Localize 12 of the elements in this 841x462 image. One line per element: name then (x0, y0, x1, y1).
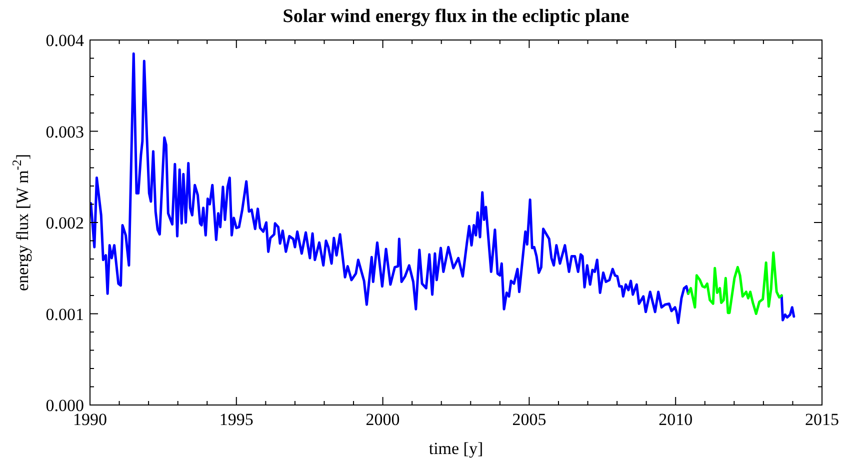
y-tick-label: 0.002 (46, 214, 84, 232)
x-tick-label: 1995 (219, 410, 254, 429)
x-tick-label: 2005 (512, 410, 546, 429)
x-tick-label: 2010 (658, 410, 693, 429)
x-tick-label: 2015 (805, 410, 839, 429)
x-tick-label: 2000 (366, 410, 400, 429)
x-axis-title: time [y] (428, 439, 484, 458)
y-tick-label: 0.001 (46, 304, 84, 324)
line-series (686, 251, 783, 315)
y-tick-label: 0.003 (46, 122, 84, 142)
y-tick-label: 0.004 (46, 31, 84, 50)
chart-title: Solar wind energy flux in the ecliptic plane (282, 6, 630, 27)
